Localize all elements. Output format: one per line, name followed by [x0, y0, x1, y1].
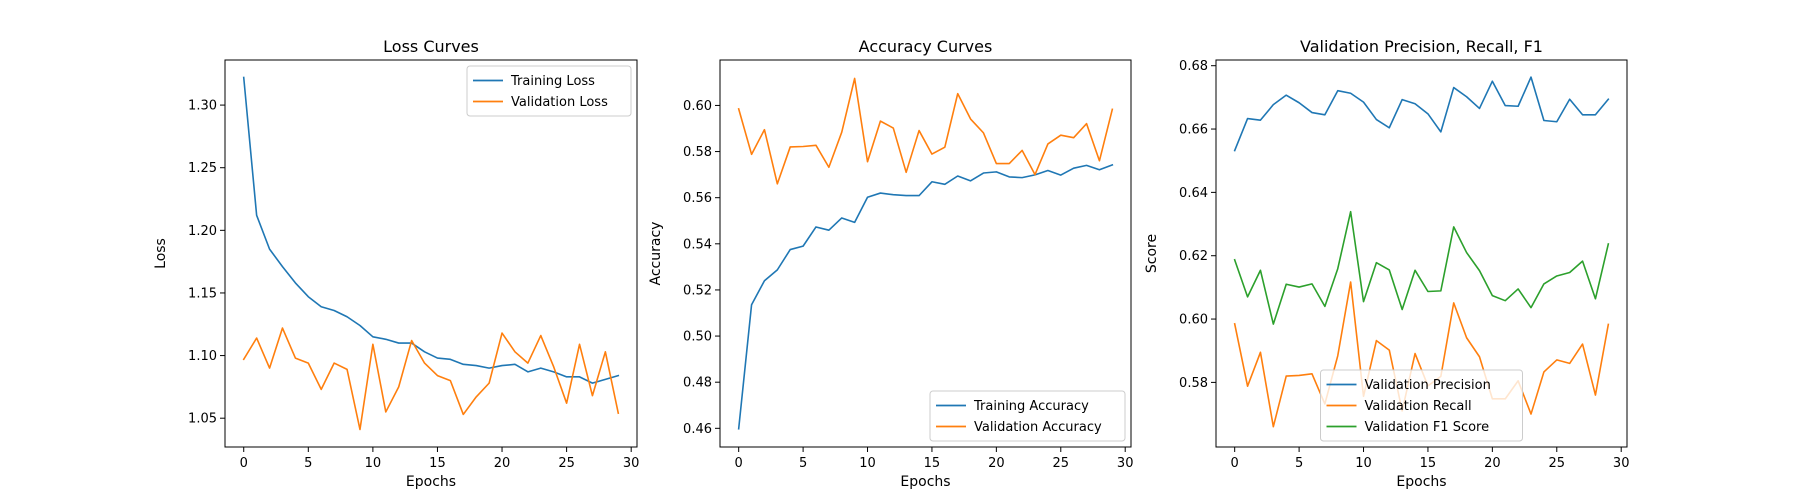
x-tick-label: 0 [240, 456, 248, 471]
chart-panel-loss-curves: Loss Curves 0 5 10 15 20 25 30 1.05 1.10 1.15 1.20 1… [153, 37, 639, 490]
x-tick-label: 0 [1231, 456, 1239, 471]
x-tick-label: 5 [1295, 456, 1303, 471]
x-tick-label: 15 [1420, 456, 1437, 471]
x-tick-label: 10 [859, 456, 876, 471]
x-tick-label: 30 [1613, 456, 1630, 471]
y-tick-label: 1.20 [188, 224, 217, 239]
chart-panel-validation-precision-recall-f1: Validation Precision, Recall, F1 0 5 10 15 20… [1144, 37, 1629, 490]
y-tick-label: 1.10 [188, 349, 217, 364]
legend-box [466, 65, 632, 117]
x-tick-label: 0 [735, 456, 743, 471]
x-tick-label: 5 [304, 456, 312, 471]
y-tick-label: 0.62 [1179, 249, 1208, 264]
x-tick-label: 25 [1053, 456, 1070, 471]
x-tick-label: 20 [1484, 456, 1501, 471]
x-tick-label: 30 [623, 456, 640, 471]
x-axis-label: Epochs [900, 474, 950, 490]
x-tick-label: 20 [494, 456, 511, 471]
chart-title: Accuracy Curves [859, 37, 993, 56]
legend-label: Validation Precision [1365, 378, 1491, 393]
y-axis-label: Score [1144, 234, 1160, 273]
series-line-validation-f1-score [1233, 210, 1610, 325]
x-tick-label: 15 [429, 456, 446, 471]
plot-frame [224, 59, 638, 448]
legend-label: Training Accuracy [973, 399, 1089, 414]
legend-label: Training Loss [510, 74, 595, 89]
legend-box [929, 390, 1126, 442]
legend: Training Loss Validation Loss [466, 65, 632, 117]
y-axis-label: Loss [153, 238, 169, 269]
x-tick-label: 15 [924, 456, 941, 471]
x-tick-label: 25 [558, 456, 575, 471]
legend: Validation Precision Validation Recall Val… [1320, 369, 1523, 442]
series-line-training-accuracy [737, 163, 1114, 430]
y-tick-label: 1.30 [188, 99, 217, 114]
x-tick-label: 5 [799, 456, 807, 471]
y-tick-label: 0.48 [683, 376, 712, 391]
y-tick-label: 0.60 [1179, 313, 1208, 328]
x-tick-label: 20 [988, 456, 1005, 471]
series-line-validation-precision [1233, 76, 1610, 152]
series-line-validation-loss [242, 327, 620, 431]
legend-label: Validation Accuracy [974, 420, 1102, 435]
y-tick-label: 1.25 [188, 161, 217, 176]
x-axis-label: Epochs [406, 474, 456, 490]
y-tick-label: 0.56 [683, 191, 712, 206]
y-tick-label: 0.64 [1179, 186, 1208, 201]
legend-label: Validation F1 Score [1365, 420, 1490, 435]
y-tick-label: 1.05 [188, 412, 217, 427]
y-tick-label: 0.58 [683, 145, 712, 160]
y-tick-label: 0.68 [1179, 59, 1208, 74]
legend-box [1320, 369, 1523, 442]
y-tick-label: 1.15 [188, 286, 217, 301]
plot-frame [1215, 59, 1628, 448]
y-tick-label: 0.58 [1179, 376, 1208, 391]
chart-panels: Loss Curves 0 5 10 15 20 25 30 1.05 1.10 1.15 1.20 1… [153, 37, 1629, 490]
plot-frame [719, 59, 1132, 448]
y-tick-label: 0.50 [683, 330, 712, 345]
y-tick-label: 0.46 [683, 422, 712, 437]
legend: Training Accuracy Validation Accuracy [929, 390, 1126, 442]
x-tick-label: 10 [365, 456, 382, 471]
chart-title: Validation Precision, Recall, F1 [1300, 37, 1543, 56]
y-tick-label: 0.66 [1179, 123, 1208, 138]
legend-label: Validation Recall [1365, 399, 1472, 414]
x-tick-label: 10 [1355, 456, 1372, 471]
y-axis-label: Accuracy [648, 222, 664, 286]
y-tick-label: 0.54 [683, 237, 712, 252]
x-tick-label: 25 [1549, 456, 1566, 471]
series-line-validation-accuracy [737, 77, 1114, 185]
chart-title: Loss Curves [383, 37, 479, 56]
y-tick-label: 0.60 [683, 99, 712, 114]
y-tick-label: 0.52 [683, 283, 712, 298]
x-tick-label: 30 [1117, 456, 1134, 471]
x-axis-label: Epochs [1396, 474, 1446, 490]
chart-panel-accuracy-curves: Accuracy Curves 0 5 10 15 20 25 30 0.46 0.48 0.50 0… [648, 37, 1133, 490]
legend-label: Validation Loss [511, 95, 608, 110]
